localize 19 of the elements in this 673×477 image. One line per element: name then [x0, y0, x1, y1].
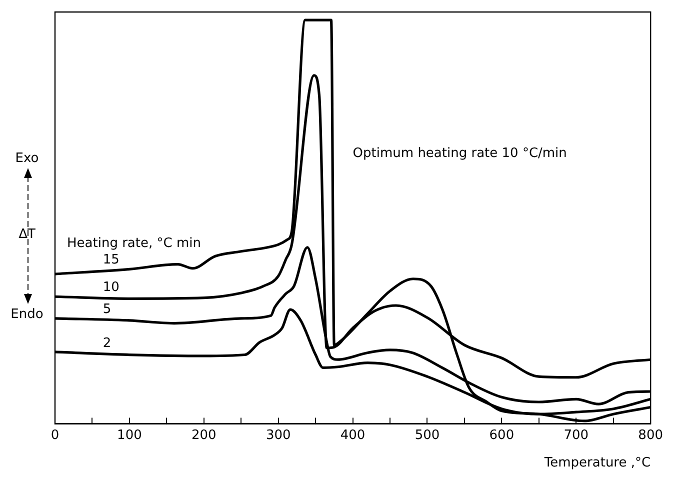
- series-label: 2: [102, 336, 112, 352]
- x-tick-label: 100: [117, 428, 142, 443]
- annotation: Optimum heating rate 10 °C/min: [352, 146, 567, 161]
- x-tick-label: 600: [489, 428, 514, 443]
- x-tick-label: 700: [564, 428, 589, 443]
- series-label: 10: [102, 280, 120, 296]
- text: Exo: [15, 151, 39, 166]
- x-tick-label: 400: [340, 428, 366, 443]
- y-axis-title: ΔT: [18, 227, 36, 242]
- x-tick-label: 0: [50, 428, 60, 443]
- series-label: 5: [102, 302, 112, 317]
- text: Endo: [10, 307, 44, 322]
- x-tick-label: 300: [266, 428, 291, 443]
- series-label: 15: [102, 252, 120, 268]
- x-tick-label: 800: [638, 428, 664, 443]
- annotation: Heating rate, °C min: [67, 236, 201, 252]
- x-tick-label: 500: [414, 428, 440, 443]
- x-axis-title: Temperature ,°C: [543, 456, 651, 471]
- x-tick-label: 200: [191, 428, 216, 443]
